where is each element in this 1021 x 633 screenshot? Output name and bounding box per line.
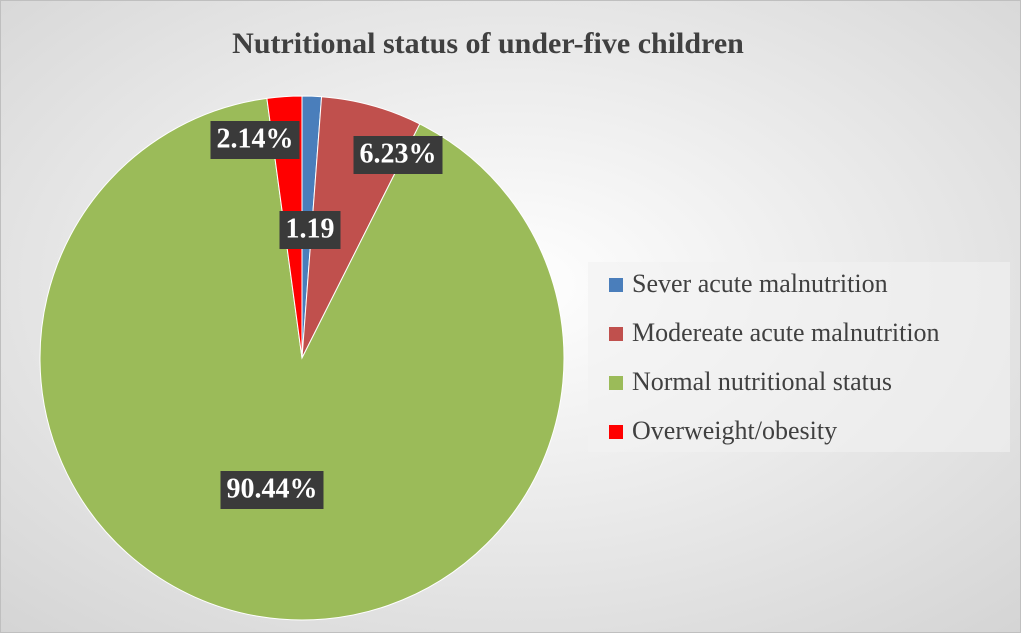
data-label: 90.44% (227, 473, 318, 504)
legend-swatch (609, 425, 623, 439)
legend-label: Normal nutritional status (632, 367, 892, 396)
legend-swatch (609, 327, 623, 341)
legend-label: Modereate acute malnutrition (632, 318, 940, 347)
pie-slice (39, 97, 565, 621)
data-label: 2.14% (217, 123, 294, 154)
data-label-box (279, 211, 341, 249)
data-label-box (353, 136, 443, 174)
chart-title: Nutritional status of under-five childre… (232, 27, 744, 60)
legend-label: Sever acute malnutrition (632, 269, 888, 298)
legend-swatch (609, 376, 623, 390)
data-label-box (220, 471, 324, 509)
data-label-box (210, 121, 300, 159)
legend-swatch (609, 278, 623, 292)
data-label: 1.19 (286, 213, 335, 244)
legend-box (588, 262, 1010, 452)
data-label: 6.23% (360, 138, 437, 169)
legend-label: Overweight/obesity (632, 416, 837, 445)
